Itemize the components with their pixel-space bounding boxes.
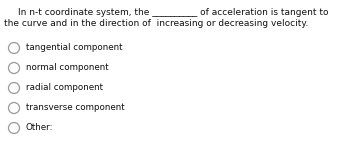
Text: In n-t coordinate system, the __________ of acceleration is tangent to: In n-t coordinate system, the __________… [18,8,329,17]
Text: the curve and in the direction of  increasing or decreasing velocity.: the curve and in the direction of increa… [4,19,308,28]
Text: transverse component: transverse component [26,104,125,112]
Text: tangential component: tangential component [26,44,122,52]
Text: Other:: Other: [26,124,54,132]
Text: radial component: radial component [26,84,103,92]
Text: normal component: normal component [26,64,108,72]
